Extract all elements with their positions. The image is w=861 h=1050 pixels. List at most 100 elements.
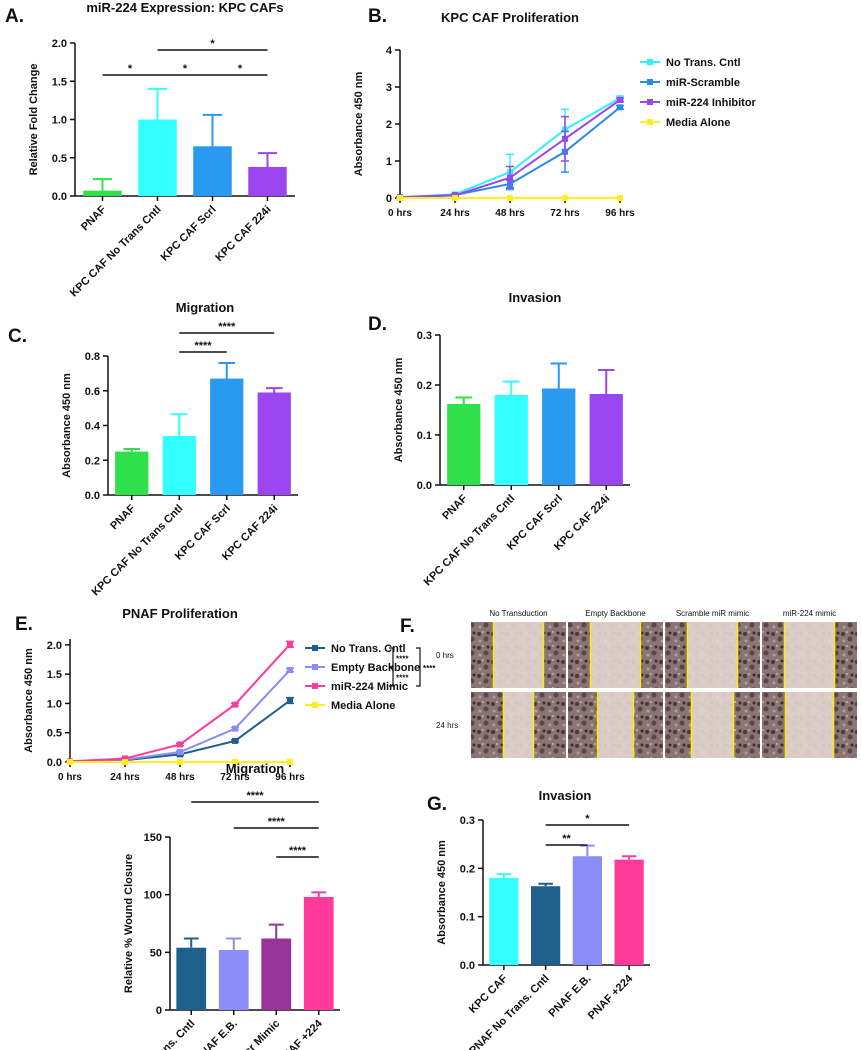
significance-label: **** [194, 340, 212, 352]
y-tick-label: 0.1 [460, 912, 475, 924]
significance-bracket [389, 666, 394, 687]
bar [257, 392, 291, 495]
significance-label: **** [246, 790, 264, 802]
marker [507, 195, 513, 201]
y-tick-label: 0.6 [85, 386, 100, 398]
marker [122, 755, 128, 762]
significance-label: **** [268, 816, 286, 828]
bar [176, 947, 207, 1010]
x-tick-label: 96 hrs [605, 208, 635, 219]
error-bar [597, 369, 615, 394]
y-tick-label: 0.5 [47, 728, 62, 740]
legend-marker [647, 59, 653, 65]
x-tick-label: 48 hrs [495, 208, 525, 219]
legend-label: miR-224 Mimic [331, 681, 408, 693]
y-tick-label: 0.0 [460, 960, 475, 972]
significance-label: **** [396, 655, 409, 664]
y-tick-label: 2.0 [47, 640, 62, 652]
legend-label: Media Alone [331, 700, 395, 712]
marker [232, 725, 238, 732]
legend-label: Media Alone [666, 117, 730, 129]
y-axis-label: Relative % Wound Closure [123, 854, 135, 993]
bar [303, 896, 334, 1010]
chart-title: KPC CAF Proliferation [441, 10, 579, 25]
legend-marker [647, 79, 653, 85]
y-tick-label: 0.4 [85, 421, 101, 433]
error-bar [218, 361, 236, 379]
marker [287, 759, 293, 765]
panel-label: C. [8, 326, 27, 347]
y-tick-label: 0.1 [417, 430, 432, 442]
chart-title: Invasion [509, 290, 562, 305]
wound-area [590, 622, 641, 688]
wound-area [784, 622, 835, 688]
column-label: No Transduction [489, 609, 547, 618]
significance-label: **** [396, 674, 409, 683]
error-bar [550, 362, 568, 389]
marker [397, 195, 403, 201]
legend-marker [312, 683, 318, 689]
wound-area [687, 622, 738, 688]
bar [531, 886, 561, 965]
x-tick-label: KPC CAF Scrl [159, 204, 219, 264]
y-axis-label: Absorbance 450 nm [353, 72, 365, 177]
significance-label: * [585, 813, 590, 825]
y-tick-label: 2.0 [52, 38, 67, 50]
marker [287, 641, 293, 648]
marker [232, 759, 238, 765]
x-tick-label: 0 hrs [58, 772, 82, 783]
error-bar [621, 855, 637, 860]
error-bar [147, 87, 168, 120]
marker [177, 749, 183, 756]
y-tick-label: 0.3 [460, 815, 475, 827]
significance-label: * [238, 63, 243, 75]
panel-label: A. [5, 6, 24, 27]
wound-area [785, 692, 834, 758]
y-axis-label: Absorbance 450 nm [23, 648, 35, 753]
significance-label: * [210, 38, 215, 50]
y-tick-label: 0 [156, 1005, 162, 1017]
y-tick-label: 1 [386, 156, 392, 168]
y-tick-label: 1.5 [52, 76, 67, 88]
y-tick-label: 0.3 [417, 330, 432, 342]
x-tick-label: 24 hrs [440, 208, 470, 219]
marker [562, 135, 568, 142]
marker [507, 174, 513, 181]
x-tick-label: 72 hrs [220, 772, 250, 783]
x-tick-label: KPC CAF 224i [213, 204, 273, 264]
line [69, 669, 291, 763]
marker [452, 195, 458, 201]
error-bar [538, 882, 553, 887]
bar [489, 878, 519, 965]
y-tick-label: 1.5 [47, 669, 62, 681]
y-tick-label: 0.2 [417, 380, 432, 392]
error-bar [455, 396, 473, 404]
significance-label: **** [218, 321, 236, 333]
row-label: 24 hrs [436, 721, 458, 730]
bar [614, 859, 644, 965]
significance-label: ** [562, 833, 571, 845]
y-tick-label: 0.0 [47, 757, 62, 769]
wound-area [503, 692, 534, 758]
error-bar [265, 387, 283, 393]
x-tick-label: KPC CAF No Trans Cntl [90, 503, 186, 599]
bar [162, 435, 196, 495]
y-tick-label: 1.0 [52, 115, 67, 127]
y-tick-label: 3 [386, 82, 392, 94]
marker [67, 759, 73, 765]
bar [248, 166, 287, 196]
column-label: Empty Backbone [585, 609, 646, 618]
column-label: miR-224 mimic [783, 609, 836, 618]
x-tick-label: 0 hrs [388, 208, 412, 219]
panel-label: D. [368, 314, 387, 335]
y-tick-label: 1.0 [47, 698, 62, 710]
x-tick-label: PNAF E.B. [193, 1018, 240, 1050]
x-tick-label: 48 hrs [165, 772, 195, 783]
column-label: Scramble miR mimic [676, 609, 749, 618]
marker [287, 697, 293, 704]
marker [617, 195, 623, 201]
legend-label: No Trans. Cntl [331, 643, 406, 655]
y-axis-label: Relative Fold Change [28, 64, 40, 176]
significance-label: **** [289, 845, 307, 857]
